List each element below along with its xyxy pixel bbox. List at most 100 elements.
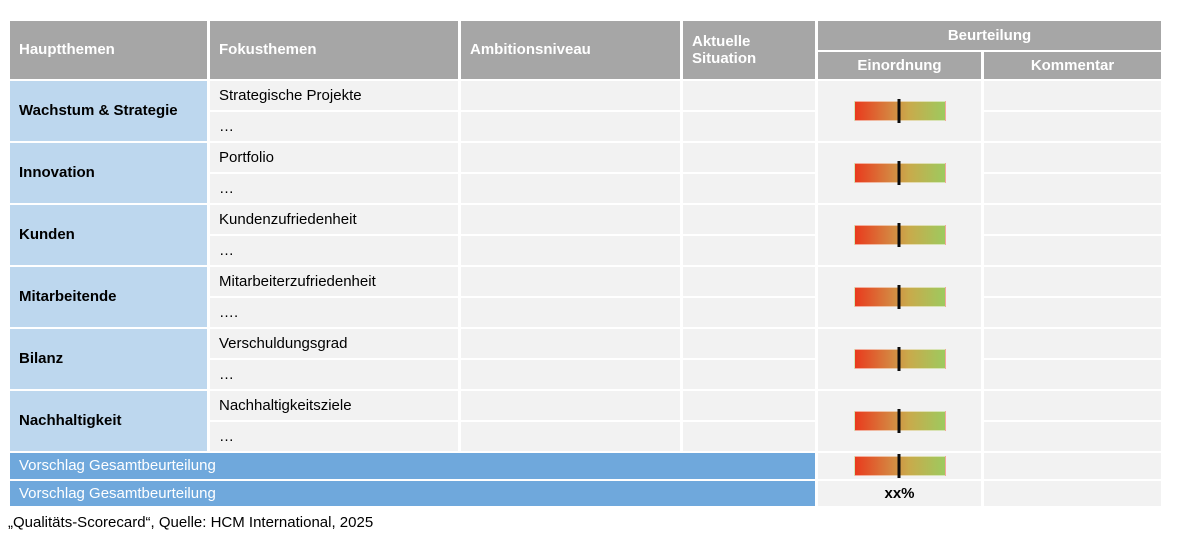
- aktuelle-situation-cell: [683, 174, 815, 203]
- aktuelle-situation-cell: [683, 298, 815, 327]
- gauge-marker-icon: [897, 454, 901, 478]
- aktuelle-situation-cell: [683, 236, 815, 265]
- fokusthema-cell: Strategische Projekte: [210, 81, 458, 110]
- hauptthema-cell: Innovation: [10, 143, 207, 203]
- summary-label-cell: Vorschlag Gesamtbeurteilung: [10, 481, 815, 506]
- gauge-marker-icon: [897, 223, 901, 247]
- rating-gauge: [853, 347, 946, 371]
- column-header-kommentar: Kommentar: [984, 52, 1161, 79]
- kommentar-cell: [984, 236, 1161, 265]
- fokusthema-cell: …: [210, 236, 458, 265]
- column-header-beurteilung: Beurteilung: [818, 21, 1161, 50]
- summary-row-percent: Vorschlag Gesamtbeurteilung xx%: [10, 481, 1161, 506]
- einordnung-cell: [818, 205, 981, 265]
- table-row: Nachhaltigkeit Nachhaltigkeitsziele: [10, 391, 1161, 451]
- column-header-einordnung: Einordnung: [818, 52, 981, 79]
- gauge-marker-icon: [897, 285, 901, 309]
- kommentar-cell: [984, 143, 1161, 172]
- ambitionsniveau-cell: [461, 112, 680, 141]
- fokusthema-cell: …: [210, 422, 458, 451]
- summary-label-cell: Vorschlag Gesamtbeurteilung: [10, 453, 815, 479]
- einordnung-cell: [818, 453, 981, 479]
- hauptthema-cell: Bilanz: [10, 329, 207, 389]
- kommentar-cell: [984, 81, 1161, 110]
- table-row: Kunden Kundenzufriedenheit: [10, 205, 1161, 265]
- gauge-marker-icon: [897, 409, 901, 433]
- kommentar-cell: [984, 360, 1161, 389]
- fokusthema-cell: Kundenzufriedenheit: [210, 205, 458, 234]
- gauge-marker-icon: [897, 161, 901, 185]
- kommentar-cell: [984, 112, 1161, 141]
- fokusthema-cell: …: [210, 112, 458, 141]
- ambitionsniveau-cell: [461, 205, 680, 234]
- aktuelle-situation-cell: [683, 205, 815, 234]
- ambitionsniveau-cell: [461, 298, 680, 327]
- aktuelle-situation-cell: [683, 360, 815, 389]
- ambitionsniveau-cell: [461, 422, 680, 451]
- table-row: …: [10, 112, 1161, 141]
- table-row: …: [10, 422, 1161, 451]
- einordnung-cell: [818, 143, 981, 203]
- einordnung-cell: [818, 329, 981, 389]
- table-row: …: [10, 236, 1161, 265]
- aktuelle-situation-cell: [683, 391, 815, 420]
- kommentar-cell: [984, 205, 1161, 234]
- fokusthema-cell: …: [210, 360, 458, 389]
- hauptthema-cell: Kunden: [10, 205, 207, 265]
- quality-scorecard-table: Hauptthemen Fokusthemen Ambitionsniveau …: [7, 19, 1164, 508]
- kommentar-cell: [984, 391, 1161, 420]
- table-row: Mitarbeitende Mitarbeiterzufriedenheit: [10, 267, 1161, 327]
- table-row: Innovation Portfolio: [10, 143, 1161, 203]
- table-row: Wachstum & Strategie Strategische Projek…: [10, 81, 1161, 141]
- table-row: ….: [10, 298, 1161, 327]
- ambitionsniveau-cell: [461, 360, 680, 389]
- header-row-1: Hauptthemen Fokusthemen Ambitionsniveau …: [10, 21, 1161, 79]
- fokusthema-cell: Portfolio: [210, 143, 458, 172]
- table-row: Bilanz Verschuldungsgrad: [10, 329, 1161, 389]
- gauge-marker-icon: [897, 99, 901, 123]
- overall-percentage-value: xx%: [818, 481, 981, 506]
- kommentar-cell: [984, 481, 1161, 506]
- fokusthema-cell: Nachhaltigkeitsziele: [210, 391, 458, 420]
- hauptthema-cell: Wachstum & Strategie: [10, 81, 207, 141]
- aktuelle-situation-cell: [683, 143, 815, 172]
- fokusthema-cell: Mitarbeiterzufriedenheit: [210, 267, 458, 296]
- column-header-hauptthemen: Hauptthemen: [10, 21, 207, 79]
- ambitionsniveau-cell: [461, 81, 680, 110]
- rating-gauge: [853, 454, 946, 478]
- kommentar-cell: [984, 267, 1161, 296]
- kommentar-cell: [984, 298, 1161, 327]
- aktuelle-situation-cell: [683, 267, 815, 296]
- source-caption: „Qualitäts-Scorecard“, Quelle: HCM Inter…: [8, 514, 374, 531]
- aktuelle-situation-cell: [683, 329, 815, 358]
- ambitionsniveau-cell: [461, 143, 680, 172]
- gauge-marker-icon: [897, 347, 901, 371]
- kommentar-cell: [984, 174, 1161, 203]
- kommentar-cell: [984, 329, 1161, 358]
- hauptthema-cell: Mitarbeitende: [10, 267, 207, 327]
- hauptthema-cell: Nachhaltigkeit: [10, 391, 207, 451]
- aktuelle-situation-cell: [683, 422, 815, 451]
- aktuelle-situation-cell: [683, 112, 815, 141]
- rating-gauge: [853, 99, 946, 123]
- ambitionsniveau-cell: [461, 236, 680, 265]
- ambitionsniveau-cell: [461, 329, 680, 358]
- einordnung-cell: [818, 267, 981, 327]
- ambitionsniveau-cell: [461, 391, 680, 420]
- header-row-2: Einordnung Kommentar: [10, 52, 1161, 79]
- table-row: …: [10, 360, 1161, 389]
- einordnung-cell: [818, 81, 981, 141]
- aktuelle-situation-cell: [683, 81, 815, 110]
- rating-gauge: [853, 161, 946, 185]
- fokusthema-cell: Verschuldungsgrad: [210, 329, 458, 358]
- kommentar-cell: [984, 422, 1161, 451]
- column-header-aktuelle-situation: Aktuelle Situation: [683, 21, 815, 79]
- summary-row-gauge: Vorschlag Gesamtbeurteilung: [10, 453, 1161, 479]
- rating-gauge: [853, 409, 946, 433]
- rating-gauge: [853, 285, 946, 309]
- fokusthema-cell: …: [210, 174, 458, 203]
- rating-gauge: [853, 223, 946, 247]
- einordnung-cell: [818, 391, 981, 451]
- column-header-fokusthemen: Fokusthemen: [210, 21, 458, 79]
